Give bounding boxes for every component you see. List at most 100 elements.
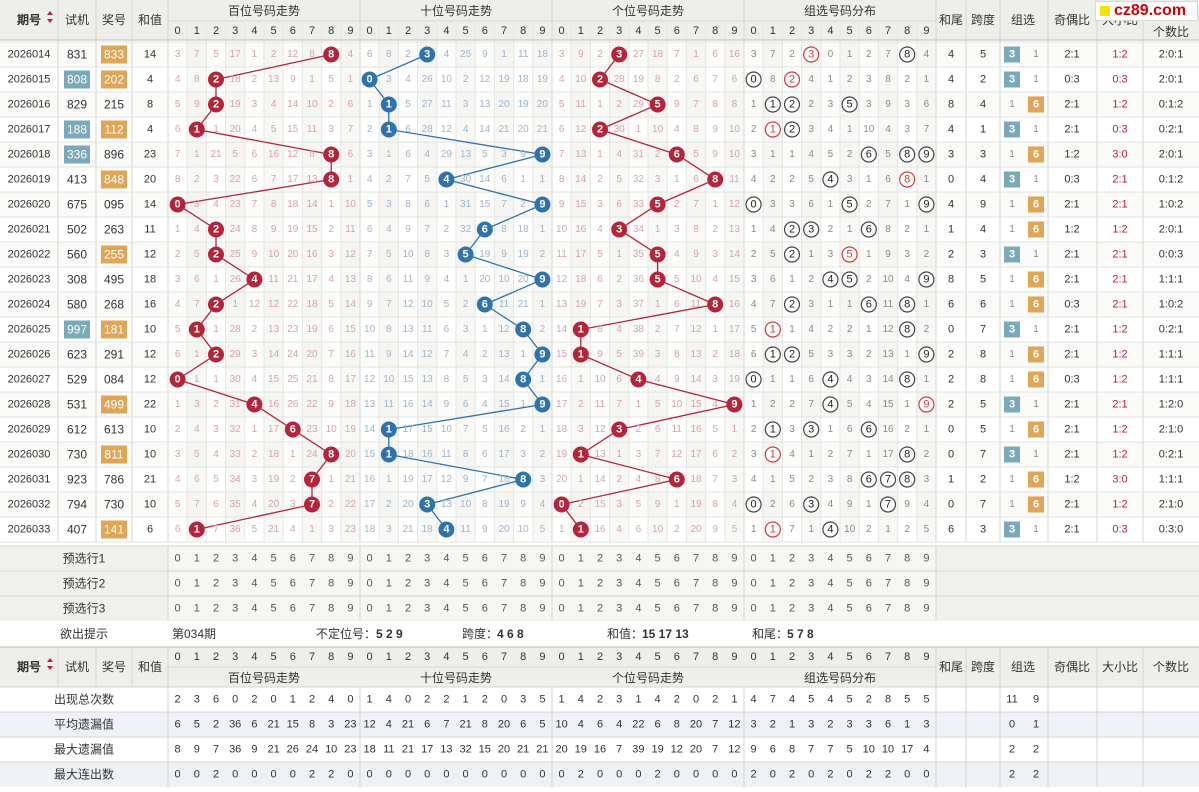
preselect-digit[interactable]: 8 bbox=[520, 603, 526, 615]
preselect-digit[interactable]: 2 bbox=[213, 553, 219, 565]
preselect-digit[interactable]: 5 bbox=[271, 603, 277, 615]
preselect-digit[interactable]: 3 bbox=[616, 553, 622, 565]
preselect-digit[interactable]: 0 bbox=[175, 578, 181, 590]
preselect-digit[interactable]: 8 bbox=[712, 553, 718, 565]
preselect-digit[interactable]: 6 bbox=[674, 603, 680, 615]
preselect-digit[interactable]: 2 bbox=[597, 553, 603, 565]
preselect-digit[interactable]: 3 bbox=[808, 553, 814, 565]
preselect-digit[interactable]: 2 bbox=[405, 553, 411, 565]
preselect-digit[interactable]: 8 bbox=[328, 553, 334, 565]
preselect-digit[interactable]: 3 bbox=[616, 578, 622, 590]
preselect-digit[interactable]: 4 bbox=[827, 603, 833, 615]
preselect-digit[interactable]: 0 bbox=[751, 553, 757, 565]
preselect-digit[interactable]: 0 bbox=[367, 603, 373, 615]
preselect-digit[interactable]: 0 bbox=[367, 553, 373, 565]
preselect-digit[interactable]: 7 bbox=[693, 578, 699, 590]
preselect-digit[interactable]: 6 bbox=[482, 603, 488, 615]
preselect-digit[interactable]: 4 bbox=[827, 578, 833, 590]
preselect-digit[interactable]: 8 bbox=[328, 578, 334, 590]
preselect-digit[interactable]: 2 bbox=[789, 578, 795, 590]
preselect-digit[interactable]: 8 bbox=[520, 578, 526, 590]
preselect-digit[interactable]: 7 bbox=[885, 603, 891, 615]
preselect-digit[interactable]: 6 bbox=[674, 553, 680, 565]
preselect-digit[interactable]: 9 bbox=[539, 603, 545, 615]
preselect-digit[interactable]: 8 bbox=[904, 553, 910, 565]
preselect-digit[interactable]: 6 bbox=[674, 578, 680, 590]
preselect-digit[interactable]: 8 bbox=[904, 578, 910, 590]
preselect-digit[interactable]: 7 bbox=[693, 603, 699, 615]
preselect-digit[interactable]: 2 bbox=[597, 603, 603, 615]
preselect-digit[interactable]: 4 bbox=[635, 553, 641, 565]
preselect-digit[interactable]: 7 bbox=[501, 553, 507, 565]
preselect-digit[interactable]: 7 bbox=[501, 603, 507, 615]
preselect-digit[interactable]: 0 bbox=[175, 553, 181, 565]
preselect-digit[interactable]: 3 bbox=[232, 553, 238, 565]
preselect-digit[interactable]: 2 bbox=[213, 578, 219, 590]
preselect-digit[interactable]: 1 bbox=[578, 603, 584, 615]
preselect-digit[interactable]: 4 bbox=[443, 578, 449, 590]
preselect-digit[interactable]: 9 bbox=[347, 553, 353, 565]
preselect-digit[interactable]: 2 bbox=[597, 578, 603, 590]
preselect-digit[interactable]: 3 bbox=[232, 578, 238, 590]
preselect-digit[interactable]: 9 bbox=[923, 553, 929, 565]
preselect-digit[interactable]: 6 bbox=[866, 578, 872, 590]
preselect-digit[interactable]: 7 bbox=[885, 578, 891, 590]
preselect-digit[interactable]: 1 bbox=[386, 553, 392, 565]
preselect-digit[interactable]: 7 bbox=[693, 553, 699, 565]
preselect-digit[interactable]: 1 bbox=[194, 603, 200, 615]
preselect-digit[interactable]: 1 bbox=[194, 553, 200, 565]
preselect-digit[interactable]: 9 bbox=[347, 578, 353, 590]
preselect-digit[interactable]: 5 bbox=[655, 603, 661, 615]
preselect-digit[interactable]: 2 bbox=[405, 603, 411, 615]
preselect-digit[interactable]: 3 bbox=[424, 553, 430, 565]
bottom-sort-up-icon[interactable] bbox=[47, 658, 53, 662]
preselect-digit[interactable]: 5 bbox=[655, 553, 661, 565]
preselect-digit[interactable]: 6 bbox=[866, 553, 872, 565]
preselect-digit[interactable]: 8 bbox=[712, 603, 718, 615]
preselect-digit[interactable]: 1 bbox=[578, 553, 584, 565]
preselect-digit[interactable]: 9 bbox=[923, 578, 929, 590]
preselect-digit[interactable]: 0 bbox=[175, 603, 181, 615]
sort-up-icon[interactable] bbox=[47, 11, 53, 15]
preselect-digit[interactable]: 1 bbox=[386, 578, 392, 590]
preselect-digit[interactable]: 6 bbox=[290, 603, 296, 615]
preselect-digit[interactable]: 5 bbox=[847, 578, 853, 590]
preselect-digit[interactable]: 9 bbox=[731, 603, 737, 615]
preselect-digit[interactable]: 3 bbox=[808, 578, 814, 590]
preselect-digit[interactable]: 0 bbox=[559, 603, 565, 615]
preselect-digit[interactable]: 4 bbox=[827, 553, 833, 565]
preselect-digit[interactable]: 5 bbox=[847, 553, 853, 565]
preselect-digit[interactable]: 2 bbox=[789, 603, 795, 615]
preselect-digit[interactable]: 7 bbox=[309, 603, 315, 615]
preselect-digit[interactable]: 3 bbox=[616, 603, 622, 615]
preselect-digit[interactable]: 1 bbox=[770, 603, 776, 615]
preselect-digit[interactable]: 6 bbox=[290, 578, 296, 590]
preselect-digit[interactable]: 7 bbox=[309, 553, 315, 565]
preselect-digit[interactable]: 1 bbox=[386, 603, 392, 615]
preselect-digit[interactable]: 2 bbox=[789, 553, 795, 565]
preselect-digit[interactable]: 0 bbox=[559, 578, 565, 590]
preselect-digit[interactable]: 7 bbox=[501, 578, 507, 590]
preselect-digit[interactable]: 7 bbox=[309, 578, 315, 590]
preselect-digit[interactable]: 4 bbox=[443, 553, 449, 565]
preselect-digit[interactable]: 5 bbox=[463, 553, 469, 565]
preselect-digit[interactable]: 5 bbox=[463, 578, 469, 590]
preselect-digit[interactable]: 9 bbox=[347, 603, 353, 615]
preselect-digit[interactable]: 1 bbox=[578, 578, 584, 590]
preselect-digit[interactable]: 5 bbox=[655, 578, 661, 590]
preselect-digit[interactable]: 8 bbox=[520, 553, 526, 565]
preselect-digit[interactable]: 2 bbox=[405, 578, 411, 590]
preselect-digit[interactable]: 6 bbox=[482, 578, 488, 590]
preselect-digit[interactable]: 9 bbox=[923, 603, 929, 615]
preselect-digit[interactable]: 4 bbox=[251, 603, 257, 615]
preselect-digit[interactable]: 9 bbox=[539, 578, 545, 590]
preselect-digit[interactable]: 7 bbox=[885, 553, 891, 565]
preselect-digit[interactable]: 1 bbox=[770, 578, 776, 590]
preselect-digit[interactable]: 4 bbox=[443, 603, 449, 615]
preselect-digit[interactable]: 4 bbox=[635, 603, 641, 615]
preselect-digit[interactable]: 3 bbox=[424, 578, 430, 590]
preselect-digit[interactable]: 0 bbox=[751, 578, 757, 590]
preselect-digit[interactable]: 0 bbox=[751, 603, 757, 615]
preselect-digit[interactable]: 5 bbox=[271, 578, 277, 590]
preselect-digit[interactable]: 6 bbox=[290, 553, 296, 565]
